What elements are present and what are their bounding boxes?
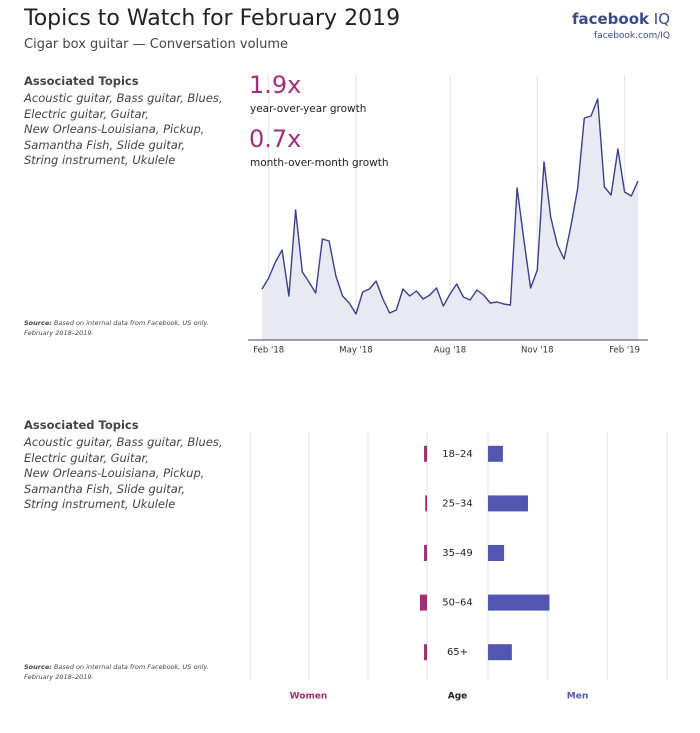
topic-line: Acoustic guitar, Bass guitar, Blues, bbox=[24, 435, 223, 449]
subtitle: Cigar box guitar — Conversation volume bbox=[24, 37, 289, 52]
area bbox=[262, 99, 638, 340]
stat-label: month-over-month growth bbox=[250, 157, 389, 169]
category-label: 18–24 bbox=[442, 449, 472, 460]
source: Source: Based on internal data from Face… bbox=[24, 662, 209, 682]
topics-list: Acoustic guitar, Bass guitar, Blues, Elec… bbox=[24, 435, 223, 513]
topic-line: Electric guitar, Guitar, bbox=[24, 106, 149, 121]
topic-line: New Orleans-Louisiana, Pickup, bbox=[24, 466, 205, 481]
category-label: 25–34 bbox=[442, 498, 472, 509]
topics-list: Acoustic guitar, Bass guitar, Blues, Elec… bbox=[24, 91, 223, 169]
x-tick-label: Feb '18 bbox=[253, 346, 284, 356]
stat-value: 1.9x bbox=[249, 71, 301, 99]
topics-heading: Associated Topics bbox=[24, 74, 139, 88]
bar-men bbox=[488, 545, 505, 561]
bar-men bbox=[488, 495, 528, 512]
brand-suffix: IQ bbox=[653, 10, 670, 28]
bar-men bbox=[488, 644, 512, 661]
bar-men bbox=[488, 594, 550, 611]
bar-women bbox=[424, 445, 427, 462]
topic-line: Samantha Fish, Slide guitar, bbox=[24, 137, 186, 152]
source-period: February 2018–2019. bbox=[24, 673, 94, 681]
title: Topics to Watch for February 2019 bbox=[24, 6, 401, 31]
x-tick-label: May '18 bbox=[339, 346, 372, 356]
x-tick-label: Nov '18 bbox=[521, 346, 553, 356]
category-label: 50–64 bbox=[442, 598, 472, 609]
topic-line: New Orleans-Louisiana, Pickup, bbox=[24, 122, 205, 137]
category-label: 65+ bbox=[447, 647, 468, 658]
topic-line: Samantha Fish, Slide guitar, bbox=[24, 481, 186, 496]
brand-url: facebook.com/IQ bbox=[594, 31, 670, 41]
source-line: Source: Based on internal data from Face… bbox=[24, 318, 209, 328]
legend-men: Men bbox=[567, 692, 588, 702]
topic-line: Electric guitar, Guitar, bbox=[24, 450, 149, 465]
topic-line: String instrument, Ukulele bbox=[24, 497, 176, 512]
stat-label: year-over-year growth bbox=[250, 103, 366, 115]
source-label: Source: bbox=[24, 663, 52, 671]
bar-women bbox=[425, 495, 427, 512]
topic-line: Acoustic guitar, Bass guitar, Blues, bbox=[24, 91, 223, 105]
topic-line: String instrument, Ukulele bbox=[24, 153, 176, 168]
source: Source: Based on internal data from Face… bbox=[24, 318, 209, 338]
bar-men bbox=[488, 445, 503, 462]
bar-women bbox=[424, 545, 427, 561]
source-period: February 2018–2019. bbox=[24, 329, 94, 337]
x-tick-label: Aug '18 bbox=[434, 346, 466, 356]
x-tick-label: Feb '19 bbox=[609, 346, 640, 356]
bar-women bbox=[424, 644, 427, 661]
source-label: Source: bbox=[24, 319, 52, 327]
brand: facebook IQ bbox=[572, 10, 670, 28]
source-text: Based on internal data from Facebook, US… bbox=[53, 319, 209, 327]
bar-women bbox=[419, 594, 427, 611]
stat-value: 0.7x bbox=[249, 125, 301, 153]
category-axis-label: Age bbox=[448, 692, 468, 702]
source-text: Based on internal data from Facebook, US… bbox=[53, 663, 209, 671]
legend-women: Women bbox=[290, 692, 328, 702]
line bbox=[261, 98, 639, 315]
category-label: 35–49 bbox=[442, 548, 472, 559]
source-line: Source: Based on internal data from Face… bbox=[24, 662, 209, 672]
topics-heading: Associated Topics bbox=[24, 418, 139, 432]
brand-name: facebook bbox=[571, 10, 649, 28]
